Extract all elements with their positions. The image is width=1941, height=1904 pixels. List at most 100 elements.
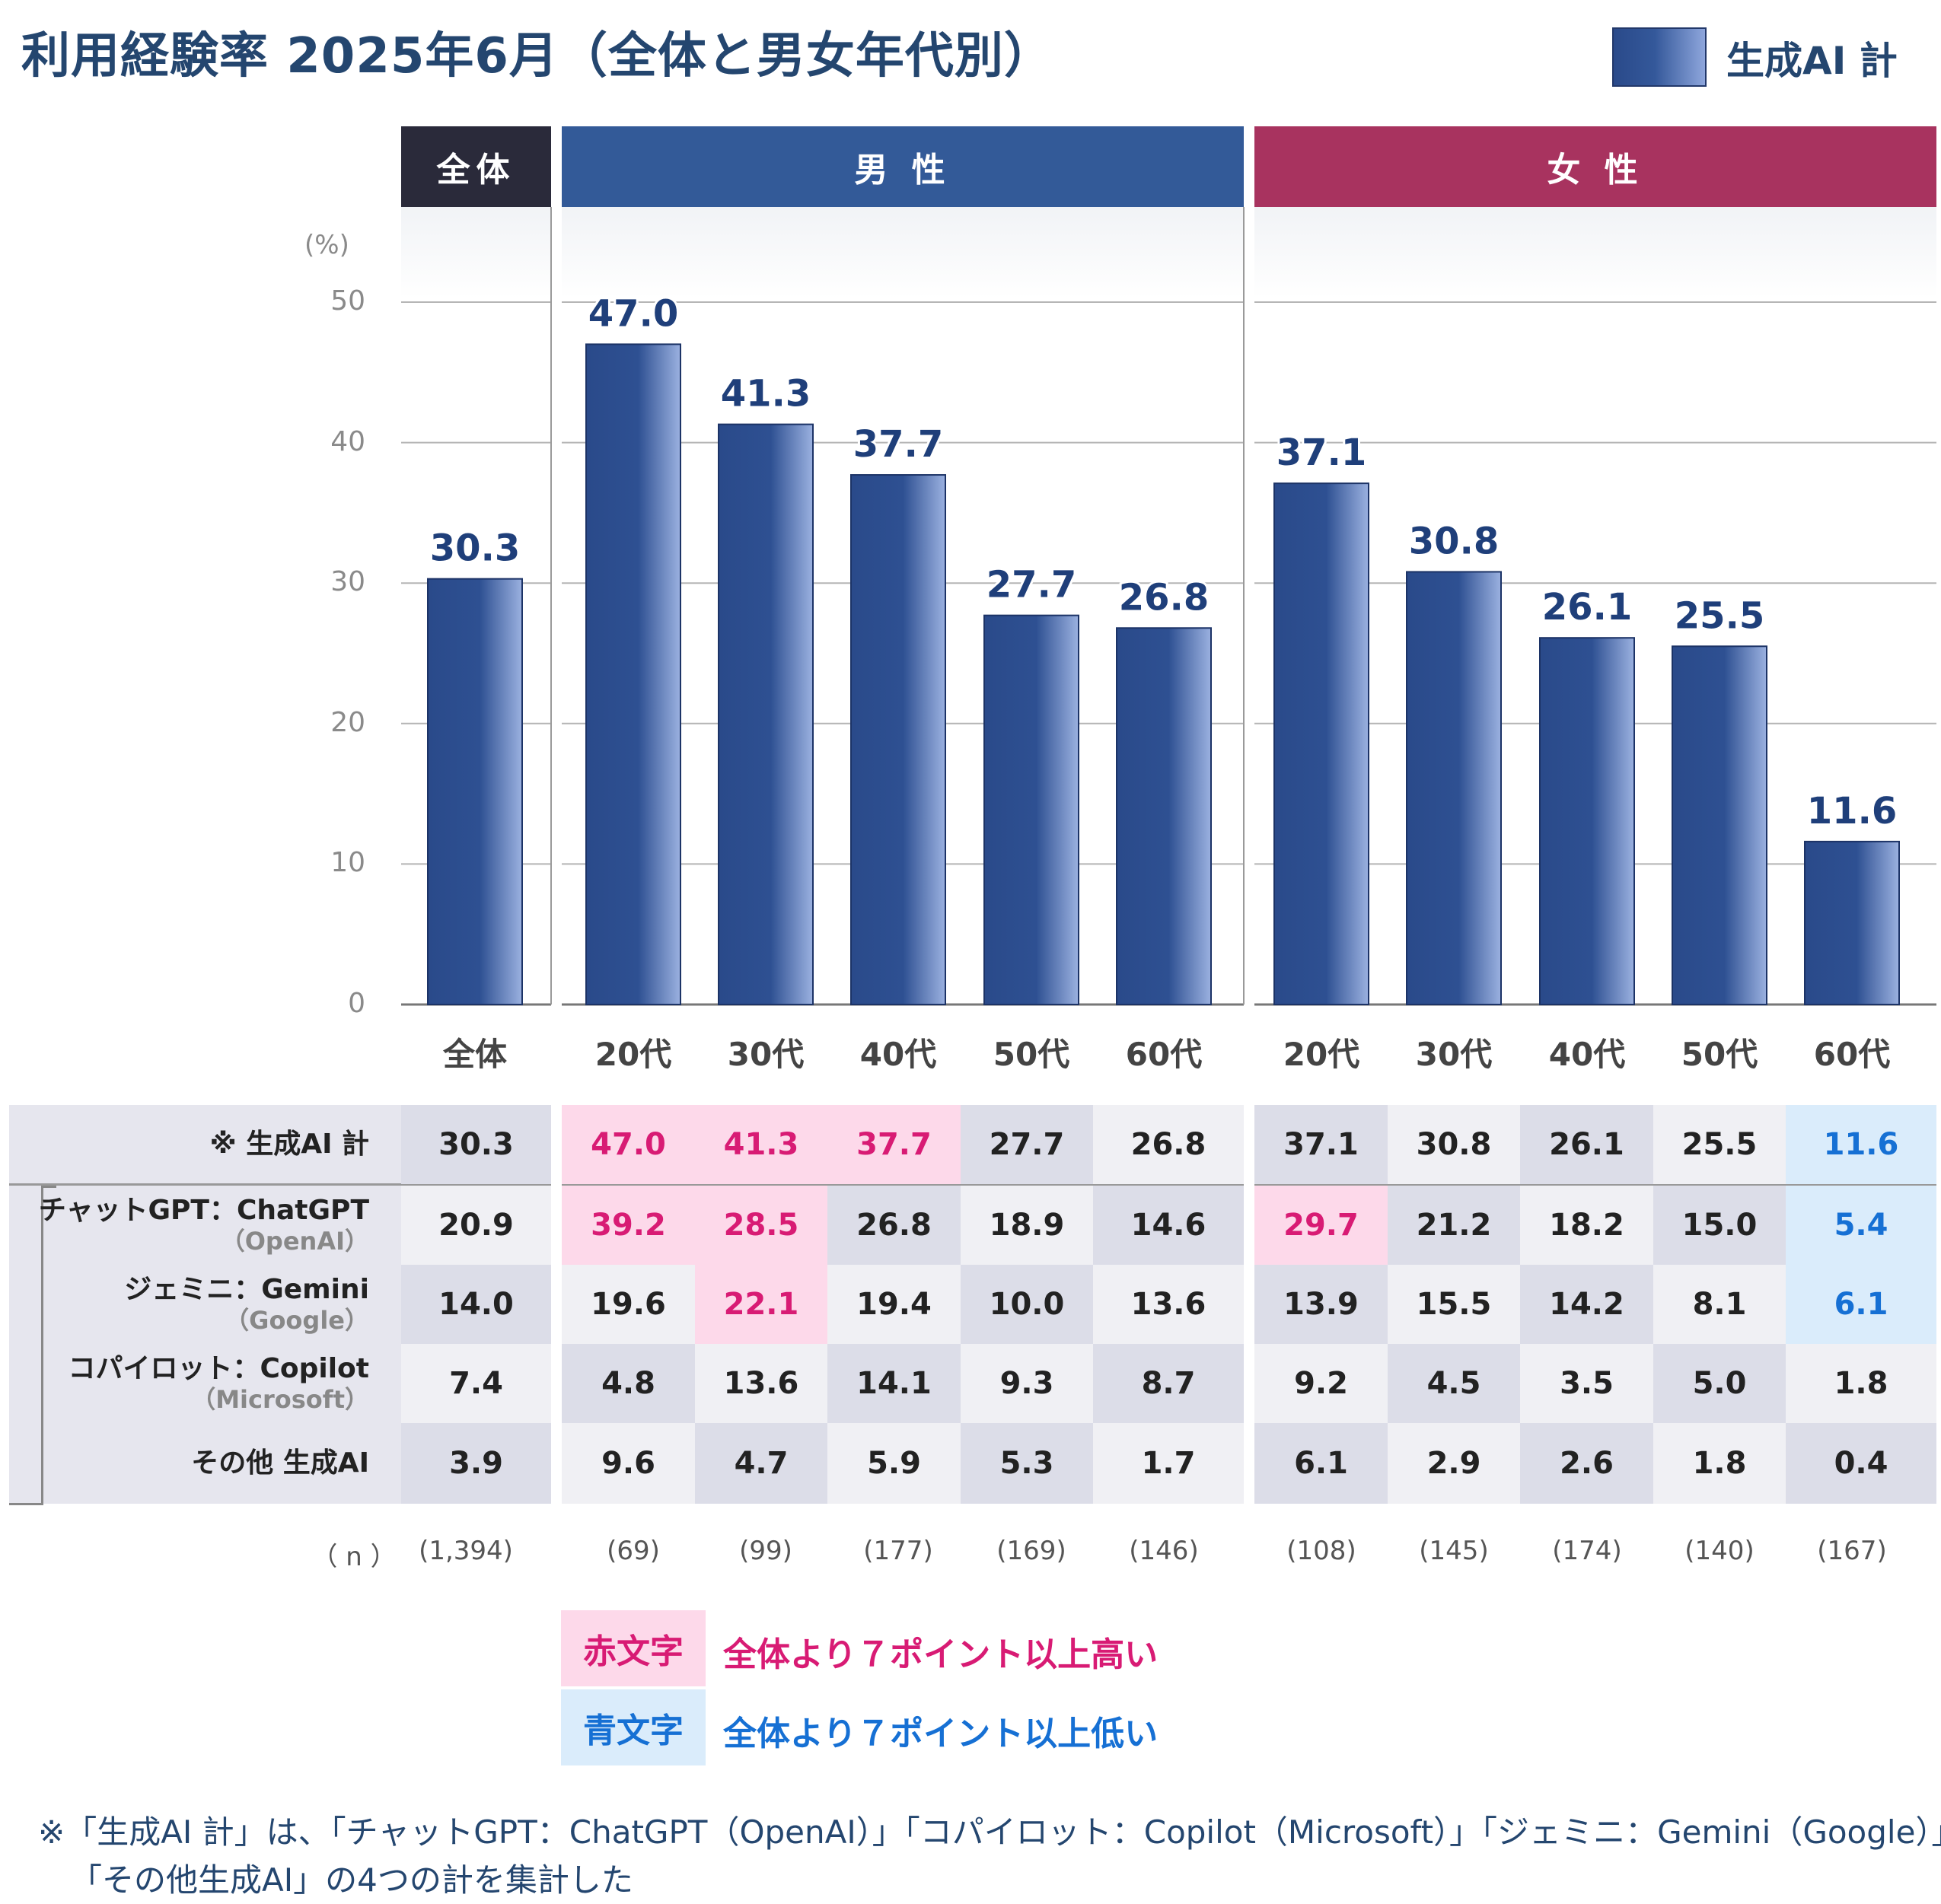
bar-9 [1672, 645, 1767, 1006]
bar-value-label: 30.3 [430, 527, 520, 570]
footnote: ※「生成AI 計」は、「チャットGPT：ChatGPT（OpenAI）」「コパイ… [38, 1808, 1941, 1904]
n-value: (1,394) [419, 1536, 513, 1566]
y-axis-unit: (%) [304, 230, 349, 260]
table-row-label: ジェミニ：Gemini （Google） [9, 1265, 401, 1344]
x-tick-label: 40代 [859, 1036, 937, 1073]
n-value: (145) [1419, 1536, 1489, 1566]
row-label-text: その他 生成AI [191, 1447, 369, 1479]
bar-7 [1406, 571, 1502, 1005]
table-row-label: チャットGPT：ChatGPT （OpenAI） [9, 1186, 401, 1265]
table-cell: 1.7 [1093, 1423, 1244, 1504]
row-label-sub: （Microsoft） [191, 1385, 369, 1415]
x-tick-label: 20代 [1283, 1036, 1360, 1073]
table-cell: 22.1 [695, 1265, 827, 1344]
y-tick-label: 50 [330, 285, 365, 317]
table-cell: 26.1 [1520, 1105, 1653, 1184]
bar-10 [1804, 840, 1900, 1006]
bar-8 [1539, 637, 1635, 1005]
x-tick-label: 30代 [1415, 1036, 1493, 1073]
table-cell: 18.9 [961, 1186, 1093, 1265]
x-tick-label: 全体 [442, 1036, 507, 1073]
table-cell: 3.9 [401, 1423, 551, 1504]
x-tick-label: 60代 [1813, 1036, 1891, 1073]
table-cell: 1.8 [1786, 1344, 1936, 1423]
table-cell: 8.7 [1093, 1344, 1244, 1423]
table-cell: 19.6 [562, 1265, 695, 1344]
legend-high-box: 赤文字 [561, 1610, 706, 1686]
table-cell: 26.8 [1093, 1105, 1244, 1184]
y-tick-label: 40 [330, 425, 365, 457]
table-cell: 3.5 [1520, 1344, 1653, 1423]
bar-value-label: 47.0 [588, 292, 678, 335]
table-separator [9, 1183, 551, 1186]
x-tick-label: 50代 [993, 1036, 1070, 1073]
n-value: (140) [1684, 1536, 1755, 1566]
table-cell: 29.7 [1254, 1186, 1388, 1265]
table-cell: 9.6 [562, 1423, 695, 1504]
n-value: (174) [1552, 1536, 1622, 1566]
table-row-label: ※ 生成AI 計 [9, 1105, 401, 1184]
table-cell: 8.1 [1653, 1265, 1786, 1344]
table-cell: 5.4 [1786, 1186, 1936, 1265]
table-separator [562, 1183, 1244, 1186]
table-cell: 27.7 [961, 1105, 1093, 1184]
table-cell: 2.9 [1388, 1423, 1520, 1504]
table-cell: 0.4 [1786, 1423, 1936, 1504]
table-cell: 9.3 [961, 1344, 1093, 1423]
table-cell: 26.8 [827, 1186, 961, 1265]
table-cell: 9.2 [1254, 1344, 1388, 1423]
table-cell: 14.6 [1093, 1186, 1244, 1265]
table-cell: 10.0 [961, 1265, 1093, 1344]
n-value: (146) [1129, 1536, 1199, 1566]
legend-label: 生成AI 計 [1726, 39, 1898, 83]
table-cell: 15.5 [1388, 1265, 1520, 1344]
group-header-male: 男 性 [562, 126, 1244, 207]
n-value: (69) [607, 1536, 660, 1566]
table-cell: 14.1 [827, 1344, 961, 1423]
bar-value-label: 26.1 [1542, 586, 1632, 629]
legend-swatch [1612, 27, 1707, 87]
row-label-sub: （Google） [225, 1306, 369, 1336]
bar-3 [850, 474, 946, 1005]
table-row-label: コパイロット：Copilot （Microsoft） [9, 1344, 401, 1423]
table-cell: 37.1 [1254, 1105, 1388, 1184]
y-tick-label: 0 [348, 988, 365, 1019]
table-cell: 19.4 [827, 1265, 961, 1344]
table-bracket [41, 1186, 56, 1504]
table-cell: 30.3 [401, 1105, 551, 1184]
table-cell: 4.7 [695, 1423, 827, 1504]
table-cell: 14.2 [1520, 1265, 1653, 1344]
bar-1 [585, 343, 681, 1005]
table-cell: 14.0 [401, 1265, 551, 1344]
row-label-text: ※ 生成AI 計 [209, 1129, 369, 1161]
y-tick-label: 10 [330, 847, 365, 879]
table-cell: 13.6 [695, 1344, 827, 1423]
n-value: (108) [1286, 1536, 1356, 1566]
table-label-bg [9, 1105, 401, 1184]
legend-low-text: 全体より７ポイント以上低い [723, 1715, 1159, 1753]
table-cell: 1.8 [1653, 1423, 1786, 1504]
table-cell: 39.2 [562, 1186, 695, 1265]
bar-value-label: 27.7 [986, 564, 1076, 607]
bar-value-label: 37.7 [853, 423, 943, 466]
bar-value-label: 37.1 [1276, 431, 1366, 474]
bar-chart: 30.3 47.0 41.3 37.7 27.7 26.8 37.1 30.8 26.1 25.5… [401, 207, 1936, 1006]
table-cell: 2.6 [1520, 1423, 1653, 1504]
row-label-text: コパイロット：Copilot [68, 1353, 369, 1385]
legend-low-box: 青文字 [561, 1689, 706, 1765]
n-label: （ n ） [311, 1542, 397, 1572]
table-cell: 6.1 [1254, 1423, 1388, 1504]
x-tick-label: 20代 [594, 1036, 672, 1073]
table-separator [1254, 1183, 1936, 1186]
row-label-sub: （OpenAI） [220, 1227, 369, 1256]
footnote-line-1: ※「生成AI 計」は、「チャットGPT：ChatGPT（OpenAI）」「コパイ… [38, 1813, 1941, 1851]
n-value: (167) [1817, 1536, 1887, 1566]
x-tick-label: 30代 [727, 1036, 805, 1073]
y-tick-label: 30 [330, 566, 365, 598]
bar-value-label: 25.5 [1675, 594, 1764, 637]
table-cell: 13.9 [1254, 1265, 1388, 1344]
row-label-text: チャットGPT：ChatGPT [38, 1195, 369, 1227]
table-cell: 5.9 [827, 1423, 961, 1504]
table-cell: 18.2 [1520, 1186, 1653, 1265]
table-label-bg [9, 1186, 401, 1504]
